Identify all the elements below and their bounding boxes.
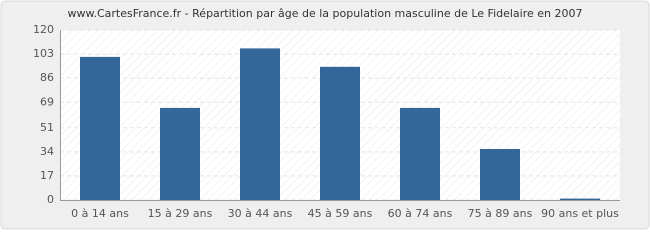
x-tick-label: 15 à 29 ans <box>148 207 213 220</box>
x-tick-label: 45 à 59 ans <box>308 207 373 220</box>
page: www.CartesFrance.fr - Répartition par âg… <box>0 0 650 230</box>
y-tick-label: 34 <box>40 145 54 158</box>
bar <box>400 107 440 200</box>
x-tick-label: 90 ans et plus <box>541 207 619 220</box>
y-tick-label: 86 <box>40 71 54 84</box>
bar <box>560 198 600 200</box>
bar <box>80 56 120 200</box>
y-tick-label: 51 <box>40 121 54 134</box>
bar <box>480 149 520 200</box>
x-tick-label: 0 à 14 ans <box>71 207 129 220</box>
bar <box>240 48 280 200</box>
y-tick-label: 0 <box>47 193 54 206</box>
y-tick-label: 103 <box>33 47 54 60</box>
x-tick-label: 60 à 74 ans <box>388 207 453 220</box>
y-tick-label: 120 <box>33 23 54 36</box>
x-tick-label: 30 à 44 ans <box>228 207 293 220</box>
y-tick-label: 17 <box>40 169 54 182</box>
y-tick-label: 69 <box>40 95 54 108</box>
bar <box>160 107 200 200</box>
chart: www.CartesFrance.fr - Répartition par âg… <box>0 0 650 230</box>
x-tick-label: 75 à 89 ans <box>468 207 533 220</box>
bar <box>320 66 360 200</box>
chart-title: www.CartesFrance.fr - Répartition par âg… <box>67 7 582 20</box>
